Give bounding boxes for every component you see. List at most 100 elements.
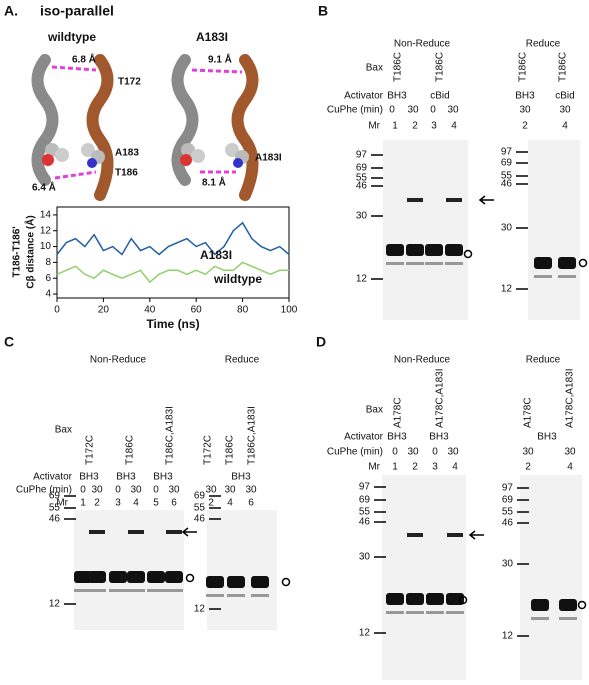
faint-band <box>386 262 404 265</box>
faint-band <box>147 589 165 592</box>
faint-band <box>109 589 127 592</box>
structure-title: A183I <box>196 30 228 44</box>
x-tick-label: 60 <box>191 305 203 316</box>
gel-image <box>207 510 277 630</box>
plot-frame <box>56 206 290 299</box>
marker-label: 97 <box>502 483 514 494</box>
marker-label: 69 <box>502 495 514 506</box>
marker-label: 55 <box>194 503 206 514</box>
monomer-band <box>147 571 165 583</box>
faint-band <box>74 589 92 592</box>
monomer-band <box>425 244 443 256</box>
column-label: T186C,A183I <box>165 406 176 465</box>
lane-number: 4 <box>562 121 568 132</box>
gel-image <box>74 510 184 630</box>
cuphe-time: 0 <box>115 485 121 496</box>
wt-structure <box>31 54 114 201</box>
lane-number: 2 <box>412 121 418 132</box>
marker-label: 46 <box>359 517 371 528</box>
marker-label: 97 <box>359 482 371 493</box>
cuphe-time: 30 <box>205 485 217 496</box>
row-label: Bax <box>366 405 383 416</box>
lane-number: 2 <box>208 498 214 509</box>
marker-label: 55 <box>356 173 368 184</box>
monomer-band <box>251 576 269 588</box>
row-label: Mr <box>56 498 68 509</box>
series-label: wildtype <box>213 272 262 286</box>
lane-number: 5 <box>153 498 159 509</box>
structure-label: 8.1 Å <box>202 176 226 189</box>
cuphe-time: 30 <box>91 485 103 496</box>
marker-label: 97 <box>356 150 368 161</box>
x-tick-label: 0 <box>54 305 60 316</box>
marker-label: 12 <box>359 628 371 639</box>
gel-image <box>383 140 468 320</box>
monomer-marker <box>463 249 473 259</box>
monomer-band <box>559 599 577 611</box>
dimer-band <box>89 530 105 534</box>
gel-title: Reduce <box>526 39 561 50</box>
panel-letter: B <box>318 3 328 19</box>
y-tick-label: 8 <box>45 257 51 268</box>
arrow <box>181 527 197 537</box>
cuphe-time: 0 <box>153 485 159 496</box>
marker-label: 46 <box>49 514 61 525</box>
column-label: T172C <box>203 435 214 465</box>
lane-number: 2 <box>522 121 528 132</box>
lane-number: 3 <box>431 121 437 132</box>
cuphe-time: 0 <box>432 447 438 458</box>
marker-label: 69 <box>356 163 368 174</box>
gel-image <box>520 475 582 680</box>
marker-label: 12 <box>501 284 513 295</box>
cuphe-time: 30 <box>245 485 257 496</box>
row-label: Activator <box>33 472 73 483</box>
marker-label: 97 <box>501 147 513 158</box>
series-label: A183I <box>200 248 232 262</box>
monomer-band <box>127 571 145 583</box>
column-label: T186C,A183I <box>247 406 258 465</box>
monomer-marker <box>185 573 195 583</box>
monomer-band <box>227 576 245 588</box>
lane-number: 3 <box>432 462 438 473</box>
lane-number: 2 <box>525 462 531 473</box>
gel-image <box>528 140 580 320</box>
arrow <box>468 530 484 540</box>
monomer-marker <box>281 577 291 587</box>
panel-letter: C <box>4 334 14 350</box>
column-label: T186C <box>518 52 529 82</box>
monomer-marker <box>577 600 587 610</box>
monomer-band <box>74 571 92 583</box>
marker-label: 12 <box>194 604 206 615</box>
gel-title: Reduce <box>225 355 260 366</box>
lane-number: 4 <box>451 121 457 132</box>
faint-band <box>227 594 245 597</box>
row-label: Activator <box>344 432 384 443</box>
marker-label: 46 <box>502 518 514 529</box>
x-tick-label: 80 <box>237 305 249 316</box>
gel-title: Reduce <box>526 355 561 366</box>
panel-title: iso-parallel <box>40 3 114 19</box>
marker-label: 30 <box>359 552 371 563</box>
marker-label: 30 <box>356 211 368 222</box>
cuphe-time: 0 <box>430 105 436 116</box>
row-label: Bax <box>55 425 72 436</box>
faint-band <box>406 262 424 265</box>
activator: cBid <box>555 91 574 102</box>
lane-number: 6 <box>171 498 177 509</box>
structure-label: 6.8 Å <box>72 53 96 66</box>
marker-label: 55 <box>49 503 61 514</box>
monomer-band <box>445 244 463 256</box>
marker-label: 30 <box>501 223 513 234</box>
row-label: Mr <box>368 121 380 132</box>
lane-number: 4 <box>452 462 458 473</box>
lane-number: 2 <box>94 498 100 509</box>
monomer-band <box>386 593 404 605</box>
activator: BH3 <box>387 91 407 102</box>
column-label: A178C <box>393 397 404 428</box>
monomer-marker <box>458 595 468 605</box>
column-label: T186C <box>435 52 446 82</box>
lane-number: 4 <box>133 498 139 509</box>
structure-title: wildtype <box>47 30 96 44</box>
structure-label: A183 <box>115 148 139 159</box>
structure-label: T186 <box>115 168 138 179</box>
